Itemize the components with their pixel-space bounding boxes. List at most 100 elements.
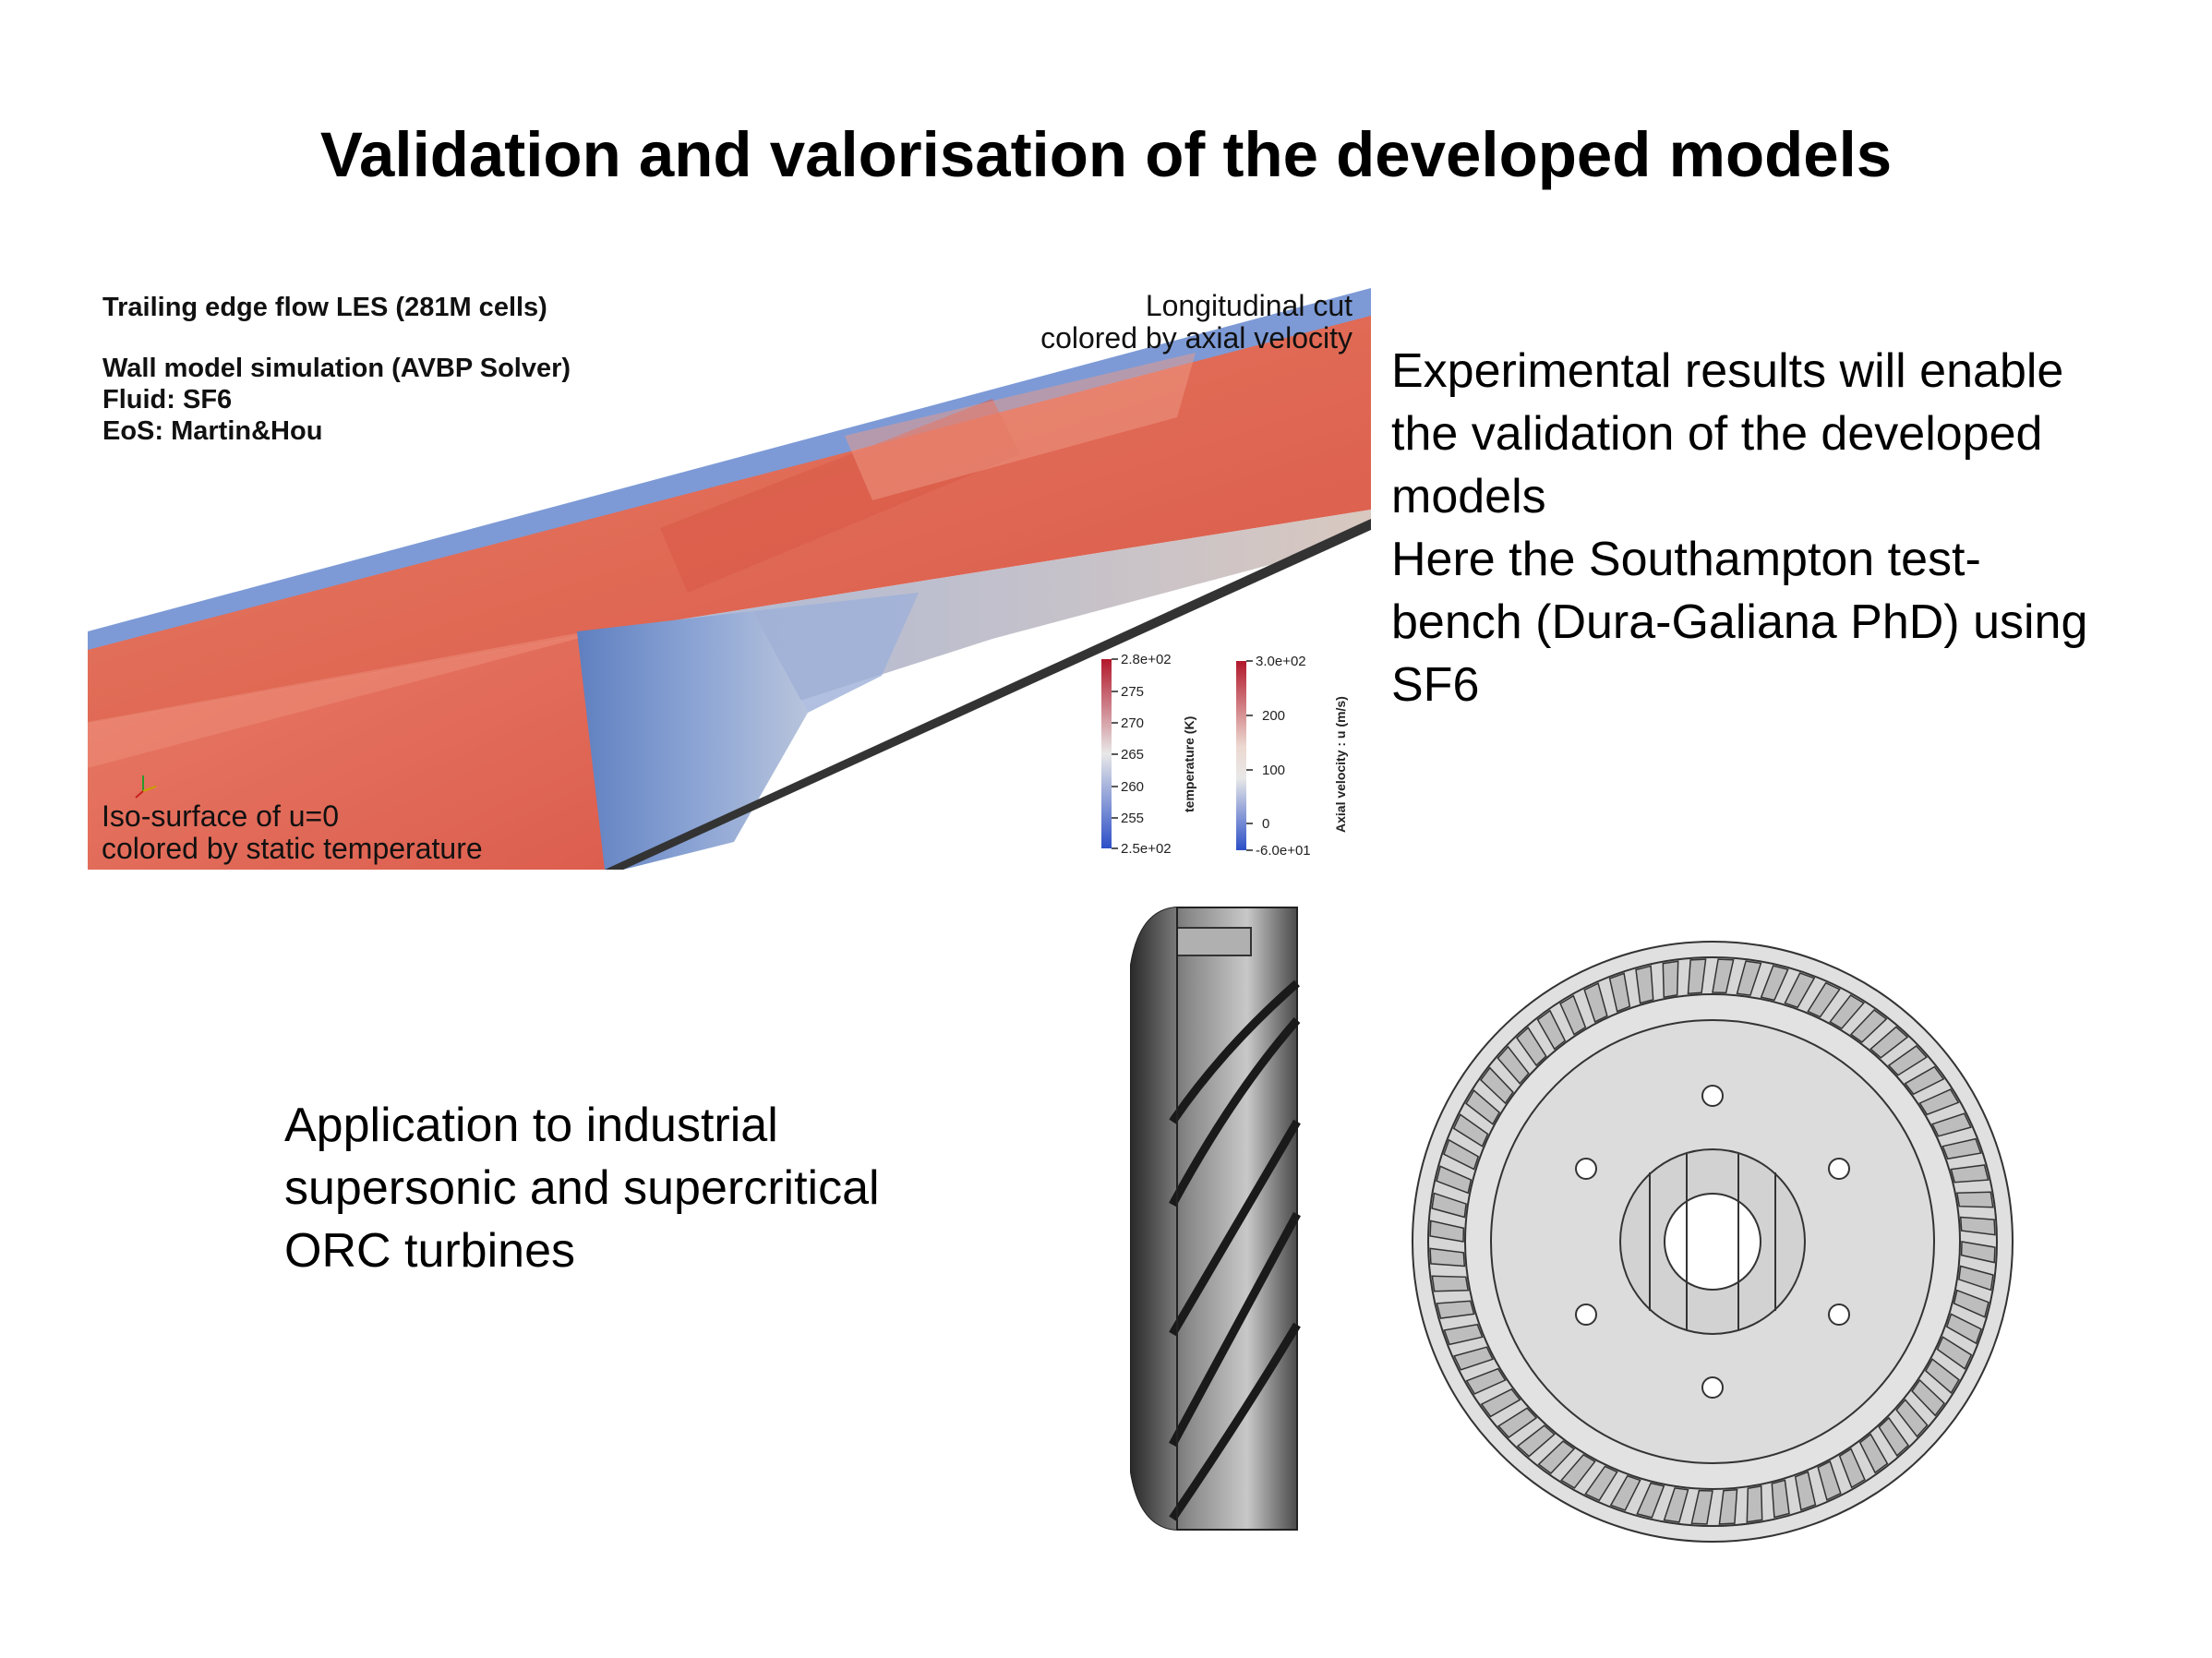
temperature-tick: 2.5e+02 xyxy=(1121,841,1172,857)
turbine-blade xyxy=(1636,1482,1665,1519)
application-text: Application to industrial supersonic and… xyxy=(284,1094,1023,1282)
velocity-tick: -6.0e+01 xyxy=(1256,843,1311,859)
velocity-tick: 3.0e+02 xyxy=(1256,654,1306,669)
text-line: the validation of the developed xyxy=(1391,407,2043,461)
turbine-blade xyxy=(1784,972,1816,1009)
velocity-colorbar-title: Axial velocity : u (m/s) xyxy=(1333,696,1348,833)
turbine-blade xyxy=(1746,1484,1763,1523)
turbine-blade xyxy=(1878,1416,1909,1457)
simulation-title: Trailing edge flow LES (281M cells) xyxy=(102,293,547,322)
slide-title: Validation and valorisation of the devel… xyxy=(319,119,1893,190)
iso-label-line: colored by static temperature xyxy=(102,832,483,865)
turbine-blade xyxy=(1887,1045,1928,1076)
velocity-tick: 0 xyxy=(1262,816,1269,832)
turbine-blade xyxy=(1431,1192,1467,1219)
turbine-blade xyxy=(1663,1487,1689,1523)
velocity-colorbar: 3.0e+02 200 100 0 -6.0e+01 Axial velocit… xyxy=(1236,654,1348,859)
bolt-holes xyxy=(1575,1085,1850,1399)
turbine-blade xyxy=(1959,1216,1996,1236)
temperature-tick: 255 xyxy=(1121,811,1144,826)
iso-label-line: Iso-surface of u=0 xyxy=(102,799,340,833)
turbine-blade xyxy=(1849,1009,1888,1043)
turbine-blade xyxy=(1838,1448,1866,1489)
turbine-blade xyxy=(1516,1027,1547,1067)
turbine-blade xyxy=(1559,994,1587,1036)
velocity-tick: 100 xyxy=(1262,763,1285,778)
text-line: models xyxy=(1391,470,1546,523)
temperature-tick: 275 xyxy=(1121,684,1144,700)
les-simulation-image: 2.8e+02 275 270 265 260 255 2.5e+02 temp… xyxy=(88,288,1371,870)
turbine-blade xyxy=(1869,1026,1909,1059)
turbine-blade xyxy=(1431,1275,1470,1292)
turbine-blade xyxy=(1904,1065,1945,1096)
turbine-blade xyxy=(1452,1113,1489,1147)
text-line: ORC turbines xyxy=(284,1224,575,1278)
turbine-blade xyxy=(1950,1164,1990,1183)
turbine-blade xyxy=(1497,1045,1530,1085)
turbine-blade xyxy=(1583,982,1608,1023)
simulation-solver: Wall model simulation (AVBP Solver) xyxy=(102,354,571,383)
turbine-blade xyxy=(1662,960,1679,999)
turbine-blade xyxy=(1443,1323,1484,1346)
turbine-blade xyxy=(1958,1265,1994,1292)
turbine-blade xyxy=(1817,1460,1842,1501)
shock-pattern xyxy=(845,353,1196,500)
velocity-tick: 200 xyxy=(1262,708,1285,724)
iso-surface-u0 xyxy=(752,593,919,713)
turbine-blade xyxy=(1829,994,1865,1030)
turbine-blade xyxy=(1516,1424,1556,1458)
turbine-blade xyxy=(1584,1465,1618,1502)
turbine-blade xyxy=(1771,1479,1790,1519)
temperature-tick: 260 xyxy=(1121,779,1144,795)
lower-cut-surface xyxy=(88,631,605,870)
longitudinal-cut-label: Longitudinal cut colored by axial veloci… xyxy=(1040,290,1352,354)
text-line: Experimental results will enable xyxy=(1391,344,2064,398)
simulation-fluid: Fluid: SF6 xyxy=(102,385,233,414)
axis-triad-icon xyxy=(135,775,157,799)
upper-wall-strip xyxy=(88,288,1371,657)
text-line: bench (Dura-Galiana PhD) using xyxy=(1391,595,2088,649)
turbine-blade xyxy=(1687,958,1707,995)
turbine-blade xyxy=(1918,1088,1960,1116)
turbine-blade xyxy=(1465,1089,1501,1125)
turbine-blade xyxy=(1480,1066,1514,1105)
text-line: SF6 xyxy=(1391,658,1480,712)
wall-edge xyxy=(605,519,1371,870)
turbine-blade xyxy=(1497,1407,1538,1438)
text-line: Application to industrial xyxy=(284,1099,778,1152)
turbine-blade xyxy=(1712,958,1735,994)
turbine-blade xyxy=(1858,1433,1889,1474)
turbine-blade xyxy=(1794,1471,1817,1511)
turbine-blade xyxy=(1955,1191,1994,1208)
temperature-tick: 270 xyxy=(1121,715,1144,731)
temperature-colorbar-title: temperature (K) xyxy=(1182,716,1196,812)
turbine-side-view xyxy=(1130,907,1301,1531)
simulation-eos: EoS: Martin&Hou xyxy=(102,416,323,446)
temperature-tick: 265 xyxy=(1121,747,1144,763)
turbine-blade xyxy=(1465,1367,1507,1395)
lower-wall-surface xyxy=(605,510,1371,777)
turbine-blades xyxy=(1429,958,1996,1525)
text-line: supersonic and supercritical xyxy=(284,1161,880,1215)
text-line: Here the Southampton test- xyxy=(1391,533,1981,586)
turbine-blade xyxy=(1760,965,1789,1002)
turbine-blade xyxy=(1537,1440,1576,1474)
iso-surface-label: Iso-surface of u=0 colored by static tem… xyxy=(102,800,483,865)
turbine-blade xyxy=(1931,1112,1972,1137)
turbine-blade xyxy=(1436,1165,1473,1195)
turbine-blade xyxy=(1807,981,1841,1018)
turbine-blade xyxy=(1924,1358,1960,1394)
turbine-blade xyxy=(1911,1378,1945,1417)
turbine-blade xyxy=(1453,1346,1494,1371)
turbine-blade xyxy=(1429,1219,1465,1243)
turbine-blade xyxy=(1895,1399,1929,1438)
cut-label-line: colored by axial velocity xyxy=(1040,321,1352,354)
turbine-blade xyxy=(1609,1474,1641,1511)
temperature-colorbar: 2.8e+02 275 270 265 260 255 2.5e+02 temp… xyxy=(1101,652,1196,857)
turbine-blade xyxy=(1945,1313,1982,1345)
turbine-blade xyxy=(1953,1289,1990,1318)
turbine-blade xyxy=(1635,965,1654,1004)
turbine-blade xyxy=(1608,972,1631,1013)
simulation-render: 2.8e+02 275 270 265 260 255 2.5e+02 temp… xyxy=(88,288,1371,870)
turbine-blade xyxy=(1736,960,1762,996)
